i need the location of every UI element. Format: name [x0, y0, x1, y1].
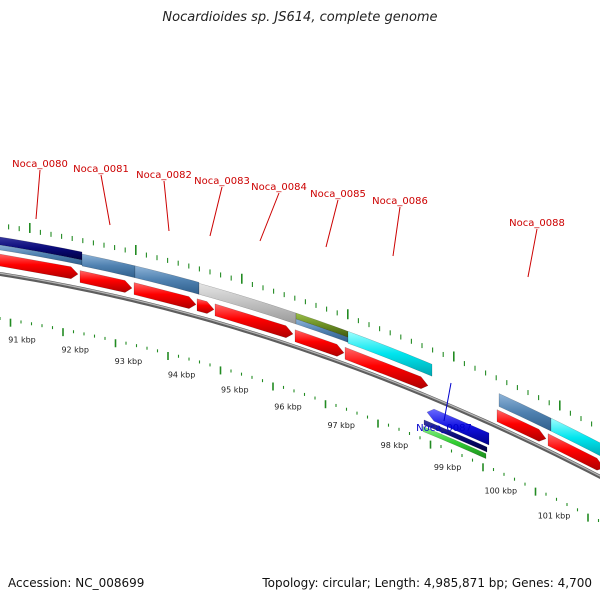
- cds-arrow-Noca_0088: [496, 409, 547, 442]
- sequence-backbone-highlight: [0, 272, 600, 477]
- cds-arrow-Noca_0083: [196, 298, 215, 314]
- gene-label-Noca_0084: Noca_0084: [251, 182, 307, 193]
- gene-label-Noca_0083: Noca_0083: [194, 176, 250, 187]
- cds-arrow-next-gene: [547, 433, 600, 471]
- scale-tick-label: 97 kbp: [327, 421, 355, 430]
- leader-line-Noca_0088: [527, 228, 538, 278]
- cds-arrow-Noca_0082: [133, 282, 197, 309]
- leader-line-Noca_0086: [392, 206, 401, 257]
- feature-Noca_0086: [347, 331, 433, 377]
- scale-tick-label: 91 kbp: [8, 336, 36, 345]
- topology-text: Topology: circular; Length: 4,985,871 bp…: [262, 576, 592, 590]
- leader-line-Noca_0081: [100, 174, 111, 226]
- leader-line-Noca_0080: [35, 169, 41, 220]
- accession-text: Accession: NC_008699: [8, 576, 145, 590]
- scale-tick-label: 93 kbp: [115, 357, 143, 366]
- cds-arrow-Noca_0080: [0, 253, 79, 279]
- cds-arrow-Noca_0081: [79, 270, 133, 293]
- gene-label-Noca_0080: Noca_0080: [12, 159, 68, 170]
- leader-line-Noca_0085: [325, 199, 339, 248]
- gene-label-Noca_0086: Noca_0086: [372, 196, 428, 207]
- sequence-backbone: [0, 271, 600, 480]
- gene-label-Noca_0082: Noca_0082: [136, 170, 192, 181]
- scale-tick-label: 96 kbp: [274, 402, 302, 411]
- cds-arrow-Noca_0086: [344, 346, 429, 389]
- scale-tick-label: 99 kbp: [434, 463, 462, 472]
- scale-tick-label: 100 kbp: [484, 486, 517, 495]
- scale-tick-label: 101 kbp: [538, 512, 571, 521]
- gene-label-Noca_0085: Noca_0085: [310, 189, 366, 200]
- scale-tick-label: 95 kbp: [221, 386, 249, 395]
- gene-label-Noca_0087: Noca_0087: [416, 423, 472, 434]
- cds-arrow-Noca_0087: [426, 408, 490, 446]
- gene-label-Noca_0081: Noca_0081: [73, 164, 129, 175]
- scale-tick-label: 98 kbp: [381, 441, 409, 450]
- gene-label-Noca_0088: Noca_0088: [509, 218, 565, 229]
- scale-tick-label: 94 kbp: [168, 371, 196, 380]
- cds-arrow-Noca_0085: [294, 329, 345, 357]
- feature-strip-Noca_0087: [422, 426, 487, 459]
- map-title: Nocardioides sp. JS614, complete genome: [162, 10, 438, 25]
- feature-next-gene: [550, 417, 600, 457]
- leader-line-Noca_0082: [163, 180, 170, 232]
- scale-tick-label: 92 kbp: [61, 346, 89, 355]
- leader-line-Noca_0087: [443, 382, 452, 422]
- leader-line-Noca_0084: [259, 192, 280, 242]
- cds-arrow-Noca_0084: [214, 303, 294, 338]
- feature-Noca_0087: [423, 419, 488, 453]
- leader-line-Noca_0083: [209, 186, 223, 237]
